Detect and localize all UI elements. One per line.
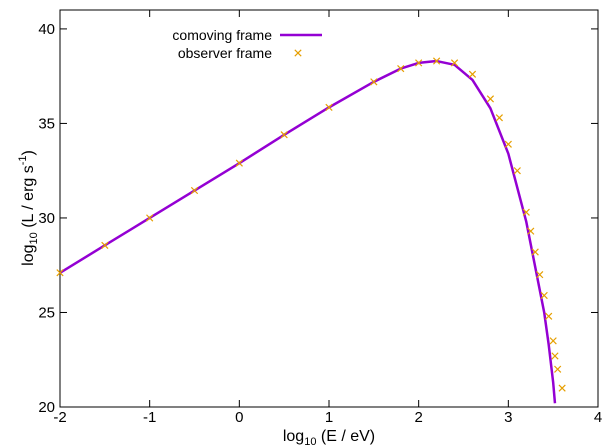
point-stroke [415, 59, 423, 67]
point-stroke [325, 103, 333, 111]
point-stroke [545, 312, 553, 320]
observer-frame-point [235, 159, 243, 167]
observer-frame-point [450, 59, 459, 67]
y-tick-label: 20 [38, 399, 55, 416]
observer-frame-point [101, 241, 109, 249]
point-stroke [536, 271, 544, 279]
x-tick-label: 3 [504, 409, 512, 426]
y-tick-label: 35 [38, 115, 55, 132]
point-stroke [146, 214, 154, 222]
y-axis-label: log10 (L / erg s-1) [17, 150, 40, 266]
point-stroke [531, 248, 539, 256]
x-tick-label: 4 [594, 409, 602, 426]
observer-frame-point [486, 95, 495, 103]
point-stroke [558, 384, 566, 392]
y-tick-label: 30 [38, 210, 55, 227]
point-stroke [101, 241, 109, 249]
observer-frame-point [495, 114, 503, 122]
point-stroke [504, 140, 512, 148]
observer-frame-point [397, 64, 405, 73]
legend-swatch-marker [294, 49, 302, 57]
observer-frame-point [325, 103, 333, 111]
point-stroke [235, 159, 243, 167]
observer-frame-point [558, 384, 566, 392]
point-stroke [468, 70, 477, 78]
legend-label: observer frame [178, 45, 272, 61]
observer-frame-point [504, 140, 512, 148]
observer-frame-point [540, 291, 548, 300]
point-stroke [486, 95, 495, 103]
y-tick-label: 25 [38, 304, 55, 321]
point-stroke [549, 337, 557, 345]
marker-stroke [294, 49, 302, 57]
observer-frame-point [522, 208, 530, 216]
legend-label: comoving frame [172, 27, 272, 43]
series-layer [56, 57, 566, 404]
observer-frame-point [549, 337, 557, 345]
y-axis-label-sup: -1 [17, 155, 29, 165]
observer-frame-point [146, 214, 154, 222]
plot-frame [59, 9, 599, 408]
x-axis-label-base: log [283, 428, 304, 445]
observer-frame-point [531, 248, 539, 256]
observer-frame-point [370, 78, 378, 86]
x-tick-label: 2 [414, 409, 422, 426]
comoving-frame-line [60, 59, 557, 404]
ticks-layer: -2 -1 0 1 2 3 4 20 25 30 35 40 [38, 10, 602, 426]
point-stroke [522, 208, 530, 216]
point-stroke [527, 227, 535, 235]
observer-frame-point [415, 59, 423, 67]
y-axis-label-mid: (L / erg s [20, 165, 37, 232]
y-axis-label-end: ) [20, 150, 37, 155]
point-stroke [397, 64, 405, 73]
point-stroke [551, 352, 559, 360]
x-tick-label: -2 [53, 409, 66, 426]
point-stroke [513, 167, 521, 175]
observer-frame-point [432, 57, 441, 65]
x-tick-label: -1 [143, 409, 156, 426]
observer-frame-point [56, 269, 64, 277]
point-stroke [280, 131, 288, 139]
y-tick-label: 40 [38, 21, 55, 38]
point-stroke [56, 269, 64, 277]
x-tick-label: 0 [235, 409, 243, 426]
observer-frame-point [513, 167, 521, 175]
point-stroke [190, 186, 199, 195]
x-tick-label: 1 [325, 409, 333, 426]
observer-frame-point [536, 271, 544, 279]
observer-frame-point [280, 131, 288, 139]
observer-frame-point [190, 186, 199, 195]
point-stroke [540, 291, 548, 300]
point-stroke [495, 114, 503, 122]
y-axis-label-sub: 10 [28, 232, 40, 244]
x-axis-label-sub: 10 [304, 436, 316, 447]
observer-frame-point [551, 352, 559, 360]
point-stroke [432, 57, 441, 65]
observer-frame-point [545, 312, 553, 320]
point-stroke [370, 78, 378, 86]
y-axis-label-base: log [20, 244, 37, 265]
point-stroke [554, 365, 562, 373]
point-stroke [450, 59, 459, 67]
x-axis-label: log10 (E / eV) [283, 428, 375, 447]
observer-frame-point [468, 70, 477, 78]
observer-frame-point [554, 365, 562, 373]
x-axis-label-rest: (E / eV) [316, 428, 375, 445]
observer-frame-point [527, 227, 535, 235]
legend: comoving frame observer frame [172, 27, 322, 61]
